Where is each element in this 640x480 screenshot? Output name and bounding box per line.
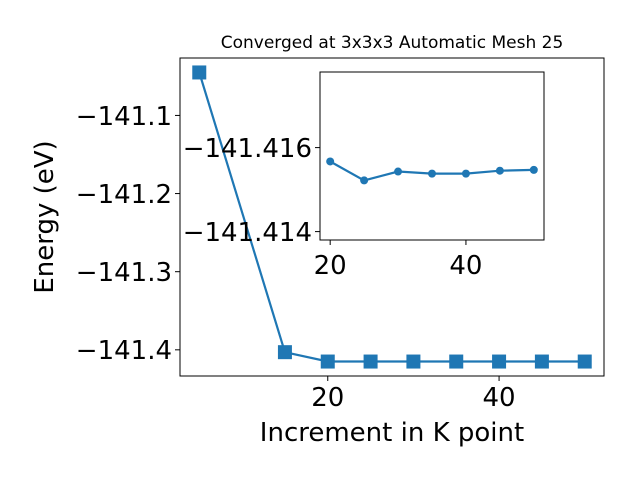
main-data-point	[277, 345, 292, 360]
inset-data-point	[495, 166, 504, 175]
main-chart: 20 40 −141.4−141.3−141.2−141.1 Converged …	[30, 33, 605, 448]
main-y-ticks: −141.4 −141.3 −141.2 −141.1	[76, 102, 180, 366]
inset-y-tick-label: −141.414	[183, 218, 312, 248]
inset-x-tick-label: 20	[314, 251, 347, 281]
inset-axes-background	[320, 72, 544, 240]
inset-y-ticks: −141.414 −141.416	[183, 134, 320, 248]
inset-axes-frame	[319, 71, 545, 241]
main-y-tick-label: −141.2	[76, 180, 172, 210]
inset-data-point	[326, 157, 335, 166]
main-x-ticks: 20 40	[311, 376, 516, 413]
main-data-point	[577, 354, 592, 369]
main-x-axis-label: Increment in K point	[260, 418, 524, 448]
main-x-tick-label: 20	[311, 383, 344, 413]
main-title: Converged at 3x3x3 Automatic Mesh 25	[221, 33, 564, 53]
inset-y-tick-label: −141.416	[183, 134, 312, 164]
inset-x-ticks: 20 40	[314, 240, 482, 281]
inset-data-point	[529, 165, 538, 174]
inset-data-point	[394, 167, 403, 176]
main-y-tick-label: −141.1	[76, 102, 172, 132]
main-series	[192, 65, 592, 369]
main-data-point	[534, 354, 549, 369]
main-data-point	[449, 354, 464, 369]
main-y-axis-label: Energy (eV)	[30, 140, 60, 293]
inset-data-point	[360, 176, 369, 185]
inset-series	[326, 157, 538, 185]
main-data-point	[492, 354, 507, 369]
main-axes-frame	[179, 57, 605, 377]
main-data-point	[363, 354, 378, 369]
main-y-tick-label: −141.4	[76, 336, 172, 366]
inset-chart: 20 40 −141.414−141.416	[183, 71, 545, 281]
inset-data-point	[461, 169, 470, 178]
inset-data-point	[428, 169, 436, 178]
main-x-tick-label: 40	[483, 383, 516, 413]
main-y-tick-label: −141.3	[76, 258, 172, 288]
inset-x-tick-label: 40	[449, 251, 482, 281]
main-data-point	[320, 354, 335, 369]
main-data-point	[406, 354, 421, 369]
main-data-point	[192, 65, 207, 80]
